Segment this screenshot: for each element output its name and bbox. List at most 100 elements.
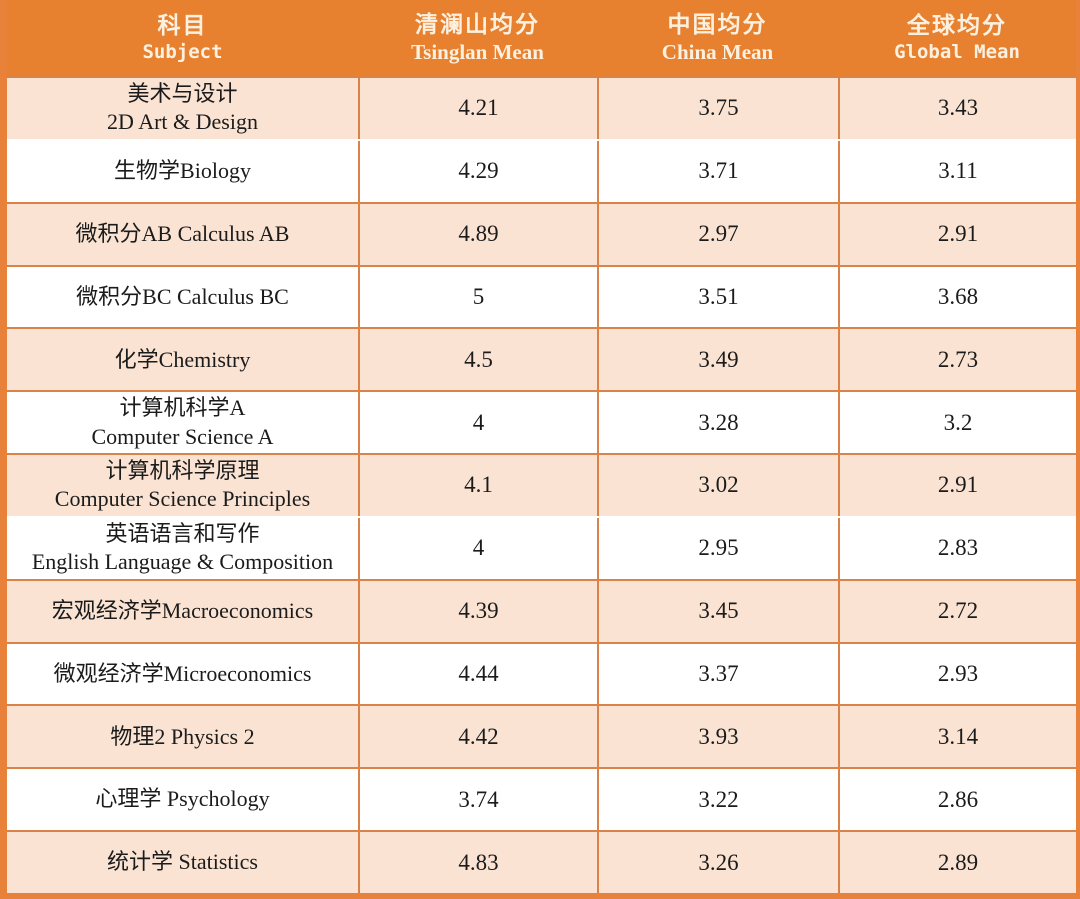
tsinglan-mean-cell: 4.1 [358,455,597,516]
subject-label: 心理学 Psychology [95,786,270,812]
global-mean-cell: 3.11 [838,140,1076,202]
china-mean-cell: 3.51 [597,266,838,328]
subject-label: 微积分BC Calculus BC [76,283,289,309]
china-mean-value: 3.02 [698,472,739,498]
china-mean-cell: 3.37 [597,643,838,705]
table-row: 宏观经济学Macroeconomics 4.39 3.45 2.72 [7,578,1076,642]
subject-label: 微积分AB Calculus AB [75,220,290,246]
global-mean-value: 2.72 [937,598,979,624]
header-china-mean-zh: 中国均分 [667,11,768,37]
china-mean-value: 3.71 [698,158,739,184]
table-row: 微积分BC Calculus BC 5 3.51 3.68 [7,264,1076,328]
subject-label: 美术与设计 2D Art & Design [107,80,258,135]
subject-label: 化学Chemistry [114,346,251,372]
global-mean-cell: 3.43 [838,78,1076,139]
china-mean-value: 3.28 [698,409,739,435]
table-row: 生物学Biology 4.29 3.71 3.11 [7,138,1076,202]
subject-cell: 微积分BC Calculus BC [7,267,358,328]
tsinglan-mean-value: 4.1 [464,472,493,498]
tsinglan-mean-cell: 5 [358,266,597,328]
subject-label: 物理2 Physics 2 [110,723,255,749]
tsinglan-mean-value: 4.5 [464,346,493,372]
subject-cell: 计算机科学原理 Computer Science Principles [7,455,358,516]
china-mean-cell: 3.22 [597,769,838,831]
china-mean-value: 2.95 [698,535,739,561]
global-mean-cell: 2.73 [838,329,1076,391]
table-row: 微积分AB Calculus AB 4.89 2.97 2.91 [7,201,1076,265]
global-mean-cell: 3.2 [838,392,1076,454]
global-mean-cell: 2.83 [838,517,1076,579]
china-mean-value: 3.45 [698,598,739,624]
tsinglan-mean-value: 4.44 [458,661,499,687]
subject-cell: 英语语言和写作 English Language & Composition [7,518,358,579]
global-mean-value: 2.83 [937,535,979,561]
table-row: 心理学 Psychology 3.74 3.22 2.86 [7,767,1076,831]
tsinglan-mean-value: 4.42 [458,723,499,749]
tsinglan-mean-cell: 4 [358,392,597,454]
subject-label: 英语语言和写作 English Language & Composition [31,520,334,575]
header-tsinglan-mean-zh: 清澜山均分 [415,11,540,37]
subject-cell: 微观经济学Microeconomics [7,644,358,705]
tsinglan-mean-value: 4.39 [458,598,499,624]
subject-label: 统计学 Statistics [107,849,258,875]
header-global-mean-en: Global Mean [894,40,1020,63]
table-row: 美术与设计 2D Art & Design 4.21 3.75 3.43 [7,76,1076,139]
subject-cell: 计算机科学A Computer Science A [7,392,358,453]
tsinglan-mean-cell: 4.29 [358,140,597,202]
china-mean-value: 3.26 [698,849,739,875]
table-row: 计算机科学A Computer Science A 4 3.28 3.2 [7,390,1076,454]
global-mean-cell: 3.14 [838,706,1076,768]
subject-cell: 物理2 Physics 2 [7,706,358,767]
tsinglan-mean-value: 4.83 [458,849,499,875]
tsinglan-mean-value: 4.21 [458,95,499,121]
global-mean-value: 3.43 [937,95,979,121]
global-mean-cell: 2.86 [838,769,1076,831]
subject-cell: 宏观经济学Macroeconomics [7,581,358,642]
table-row: 统计学 Statistics 4.83 3.26 2.89 [7,830,1076,893]
china-mean-cell: 3.02 [597,455,838,516]
global-mean-value: 3.68 [937,283,979,309]
header-china-mean-en: China Mean [661,40,774,65]
global-mean-value: 2.93 [937,661,979,687]
global-mean-cell: 2.93 [838,643,1076,705]
global-mean-value: 2.86 [937,786,979,812]
tsinglan-mean-cell: 4.42 [358,706,597,768]
china-mean-cell: 3.26 [597,832,838,893]
china-mean-cell: 2.97 [597,203,838,265]
china-mean-value: 3.75 [698,95,739,121]
table-body: 美术与设计 2D Art & Design 4.21 3.75 3.43 生物学B… [7,76,1076,893]
china-mean-cell: 3.49 [597,329,838,391]
china-mean-value: 2.97 [698,221,739,247]
tsinglan-mean-cell: 4.5 [358,329,597,391]
china-mean-cell: 3.71 [597,140,838,202]
tsinglan-mean-value: 3.74 [458,786,499,812]
subject-label: 微观经济学Microeconomics [53,660,312,686]
subject-cell: 美术与设计 2D Art & Design [7,78,358,139]
global-mean-value: 2.89 [937,849,979,875]
subject-cell: 化学Chemistry [7,329,358,390]
subject-label: 宏观经济学Macroeconomics [51,597,314,623]
subject-cell: 心理学 Psychology [7,769,358,830]
table-header-row: 科目 Subject 清澜山均分 Tsinglan Mean 中国均分 Chin… [7,0,1076,76]
tsinglan-mean-cell: 4.83 [358,832,597,893]
header-subject-zh: 科目 [157,12,208,38]
china-mean-value: 3.51 [698,283,739,309]
china-mean-value: 3.37 [698,661,739,687]
subject-label: 生物学Biology [114,157,251,183]
china-mean-value: 3.22 [698,786,739,812]
tsinglan-mean-value: 5 [472,283,485,309]
table-row: 物理2 Physics 2 4.42 3.93 3.14 [7,704,1076,768]
global-mean-cell: 2.72 [838,580,1076,642]
global-mean-value: 3.14 [937,723,979,749]
china-mean-cell: 3.45 [597,580,838,642]
header-china-mean: 中国均分 China Mean [597,0,838,76]
tsinglan-mean-value: 4 [472,535,485,561]
tsinglan-mean-value: 4.89 [458,221,499,247]
subject-cell: 生物学Biology [7,141,358,202]
global-mean-cell: 2.89 [838,832,1076,893]
global-mean-value: 3.2 [943,409,973,435]
global-mean-value: 2.91 [937,472,979,498]
table-row: 微观经济学Microeconomics 4.44 3.37 2.93 [7,641,1076,705]
tsinglan-mean-cell: 3.74 [358,769,597,831]
